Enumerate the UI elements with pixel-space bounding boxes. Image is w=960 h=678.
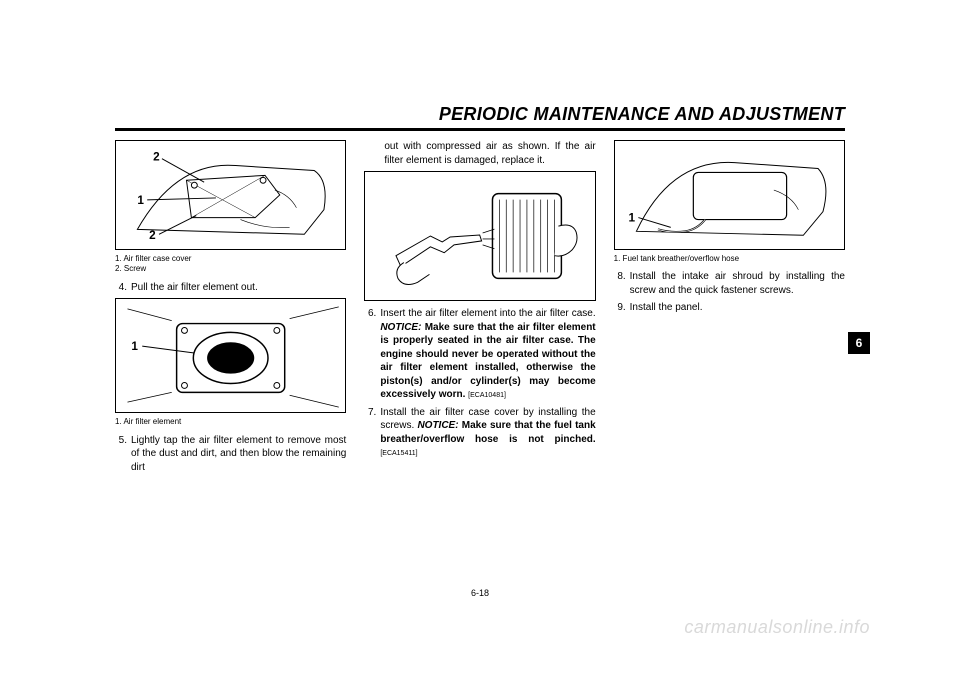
step-number: 9. — [614, 301, 630, 315]
figure-air-filter-case-cover: 2 1 2 — [115, 140, 346, 250]
column-middle: out with compressed air as shown. If the… — [364, 140, 595, 588]
figure-fuel-tank-breather-hose: 1 — [614, 140, 845, 250]
svg-text:1: 1 — [137, 194, 144, 207]
content-columns: 2 1 2 1. Air filter case cover 2. Screw … — [115, 140, 845, 588]
svg-text:2: 2 — [153, 151, 160, 164]
step-9: 9. Install the panel. — [614, 301, 845, 315]
notice-label: NOTICE: — [380, 322, 421, 333]
chapter-tab: 6 — [848, 332, 870, 354]
caption-line: 1. Fuel tank breather/overflow hose — [614, 254, 845, 264]
figure4-caption: 1. Fuel tank breather/overflow hose — [614, 254, 845, 264]
column-left: 2 1 2 1. Air filter case cover 2. Screw … — [115, 140, 346, 588]
step-text: Install the intake air shroud by install… — [630, 270, 845, 297]
step-text: Insert the air filter element into the a… — [380, 307, 595, 402]
step-5: 5. Lightly tap the air filter element to… — [115, 434, 346, 475]
figure1-caption: 1. Air filter case cover 2. Screw — [115, 254, 346, 275]
figure2-caption: 1. Air filter element — [115, 417, 346, 427]
notice-text: Make sure that the air filter element is… — [380, 322, 595, 401]
step-number: 8. — [614, 270, 630, 297]
svg-text:2: 2 — [149, 229, 156, 242]
figure-blow-compressed-air — [364, 171, 595, 301]
caption-line: 1. Air filter element — [115, 417, 346, 427]
reference-code: [ECA10481] — [468, 392, 506, 399]
step-number: 5. — [115, 434, 131, 475]
caption-line: 2. Screw — [115, 264, 346, 274]
page-number: 6-18 — [0, 588, 960, 598]
step-number: 6. — [364, 307, 380, 402]
column-right: 1 1. Fuel tank breather/overflow hose 8.… — [614, 140, 845, 588]
step-4: 4. Pull the air filter element out. — [115, 281, 346, 295]
caption-line: 1. Air filter case cover — [115, 254, 346, 264]
step-8: 8. Install the intake air shroud by inst… — [614, 270, 845, 297]
step5-continuation: out with compressed air as shown. If the… — [364, 140, 595, 167]
step-text: Install the panel. — [630, 301, 845, 315]
step-text: Install the air filter case cover by ins… — [380, 406, 595, 460]
figure-air-filter-element: 1 — [115, 298, 346, 413]
section-title: PERIODIC MAINTENANCE AND ADJUSTMENT — [439, 104, 845, 125]
svg-text:1: 1 — [131, 340, 138, 353]
reference-code: [ECA15411] — [380, 450, 417, 457]
page: PERIODIC MAINTENANCE AND ADJUSTMENT 2 — [0, 0, 960, 678]
step-text: Pull the air filter element out. — [131, 281, 346, 295]
step-number: 4. — [115, 281, 131, 295]
notice-label: NOTICE: — [417, 420, 458, 431]
watermark: carmanualsonline.info — [684, 617, 870, 638]
step-7: 7. Install the air filter case cover by … — [364, 406, 595, 460]
step-number: 7. — [364, 406, 380, 460]
step6-lead: Insert the air filter element into the a… — [380, 308, 595, 319]
svg-text:1: 1 — [628, 212, 635, 225]
step-text: Lightly tap the air filter element to re… — [131, 434, 346, 475]
step-6: 6. Insert the air filter element into th… — [364, 307, 595, 402]
header-rule — [115, 128, 845, 131]
